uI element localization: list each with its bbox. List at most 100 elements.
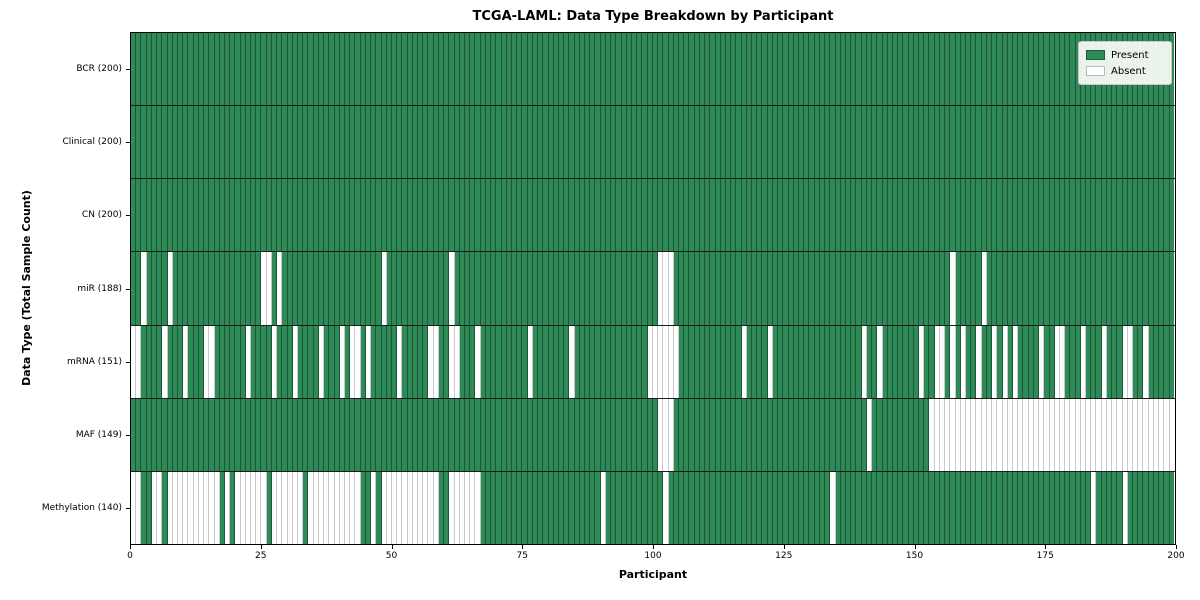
heatmap-cell bbox=[1117, 179, 1123, 252]
heatmap-cell bbox=[303, 398, 309, 471]
heatmap-cell bbox=[851, 252, 857, 325]
heatmap-cell bbox=[903, 471, 909, 544]
heatmap-cell bbox=[903, 33, 909, 106]
heatmap-cell bbox=[282, 398, 288, 471]
heatmap-cell bbox=[355, 325, 361, 398]
heatmap-cell bbox=[736, 106, 742, 179]
heatmap-cell bbox=[224, 325, 231, 398]
heatmap-cell bbox=[830, 252, 836, 325]
y-tick-label-mRNA: mRNA (151) bbox=[67, 356, 122, 367]
heatmap-cell bbox=[376, 106, 382, 179]
heatmap-cell bbox=[256, 471, 262, 544]
heatmap-cell bbox=[157, 252, 163, 325]
heatmap-cell bbox=[219, 252, 225, 325]
heatmap-cell bbox=[475, 179, 481, 252]
heatmap-cell bbox=[741, 33, 747, 106]
heatmap-cell bbox=[131, 179, 137, 252]
heatmap-cell bbox=[997, 179, 1003, 252]
heatmap-cell bbox=[752, 179, 758, 252]
heatmap-cell bbox=[809, 179, 815, 252]
heatmap-cell bbox=[856, 179, 862, 252]
heatmap-cell bbox=[699, 252, 706, 325]
heatmap-cell bbox=[183, 471, 189, 544]
heatmap-cell bbox=[318, 252, 325, 325]
heatmap-cell bbox=[501, 325, 507, 398]
y-tick-mark bbox=[126, 435, 130, 437]
heatmap-cell bbox=[892, 325, 899, 398]
heatmap-cell bbox=[1127, 471, 1133, 544]
heatmap-cell bbox=[856, 471, 862, 544]
heatmap-cell bbox=[303, 325, 309, 398]
heatmap-cell bbox=[919, 106, 925, 179]
heatmap-cell bbox=[1059, 179, 1066, 252]
heatmap-cell bbox=[324, 398, 330, 471]
heatmap-cell bbox=[1159, 325, 1165, 398]
heatmap-cell bbox=[736, 33, 742, 106]
heatmap-cell bbox=[402, 33, 408, 106]
heatmap-cell bbox=[1143, 106, 1149, 179]
heatmap-cell bbox=[725, 33, 732, 106]
heatmap-cell bbox=[303, 179, 309, 252]
heatmap-cell bbox=[1091, 106, 1097, 179]
heatmap-cell bbox=[177, 325, 184, 398]
heatmap-cell bbox=[1033, 179, 1040, 252]
heatmap-cell bbox=[538, 252, 544, 325]
heatmap-cell bbox=[360, 471, 366, 544]
heatmap-cell bbox=[835, 325, 841, 398]
heatmap-cell bbox=[344, 33, 351, 106]
heatmap-cell bbox=[710, 106, 716, 179]
heatmap-cell bbox=[1049, 471, 1055, 544]
heatmap-cell bbox=[1086, 471, 1092, 544]
heatmap-cell bbox=[527, 179, 533, 252]
x-tick-mark bbox=[653, 545, 654, 549]
heatmap-cell bbox=[1159, 252, 1165, 325]
heatmap-cell bbox=[705, 398, 711, 471]
heatmap-cell bbox=[209, 106, 215, 179]
heatmap-cell bbox=[386, 106, 392, 179]
heatmap-cell bbox=[892, 471, 899, 544]
heatmap-cell bbox=[605, 398, 612, 471]
heatmap-cell bbox=[939, 179, 946, 252]
heatmap-cell bbox=[710, 471, 716, 544]
x-tick-label-175: 175 bbox=[1036, 551, 1054, 561]
heatmap-cell bbox=[470, 252, 476, 325]
heatmap-cell bbox=[960, 106, 966, 179]
heatmap-cell bbox=[1049, 33, 1055, 106]
heatmap-cell bbox=[1138, 252, 1144, 325]
heatmap-cell bbox=[898, 106, 904, 179]
heatmap-cell bbox=[219, 179, 225, 252]
heatmap-cell bbox=[219, 106, 225, 179]
heatmap-cell bbox=[261, 33, 267, 106]
heatmap-cell bbox=[757, 33, 763, 106]
heatmap-cell bbox=[251, 325, 257, 398]
heatmap-cell bbox=[1054, 252, 1060, 325]
heatmap-cell bbox=[715, 325, 721, 398]
heatmap-cell bbox=[266, 252, 272, 325]
heatmap-cell bbox=[1153, 325, 1160, 398]
heatmap-cell bbox=[1153, 106, 1160, 179]
y-tick-label-BCR: BCR (200) bbox=[76, 63, 122, 74]
heatmap-cell bbox=[287, 325, 293, 398]
heatmap-cell bbox=[355, 33, 361, 106]
heatmap-cell bbox=[198, 325, 205, 398]
heatmap-cell bbox=[543, 252, 549, 325]
heatmap-cell bbox=[752, 33, 758, 106]
heatmap-cell bbox=[1122, 471, 1128, 544]
heatmap-cell bbox=[266, 106, 272, 179]
heatmap-cell bbox=[673, 471, 679, 544]
heatmap-cell bbox=[736, 471, 742, 544]
heatmap-cell bbox=[277, 33, 283, 106]
y-tick-label-Methylation: Methylation (140) bbox=[41, 503, 122, 514]
heatmap-cell bbox=[705, 33, 711, 106]
heatmap-cell bbox=[167, 179, 173, 252]
heatmap-cell bbox=[783, 179, 789, 252]
heatmap-cell bbox=[673, 106, 679, 179]
heatmap-cell bbox=[997, 33, 1003, 106]
heatmap-cell bbox=[971, 325, 977, 398]
heatmap-cell bbox=[971, 398, 977, 471]
heatmap-cell bbox=[898, 471, 904, 544]
heatmap-cell bbox=[626, 471, 632, 544]
heatmap-cell bbox=[830, 398, 836, 471]
heatmap-cell bbox=[678, 252, 685, 325]
heatmap-cell bbox=[1007, 471, 1013, 544]
